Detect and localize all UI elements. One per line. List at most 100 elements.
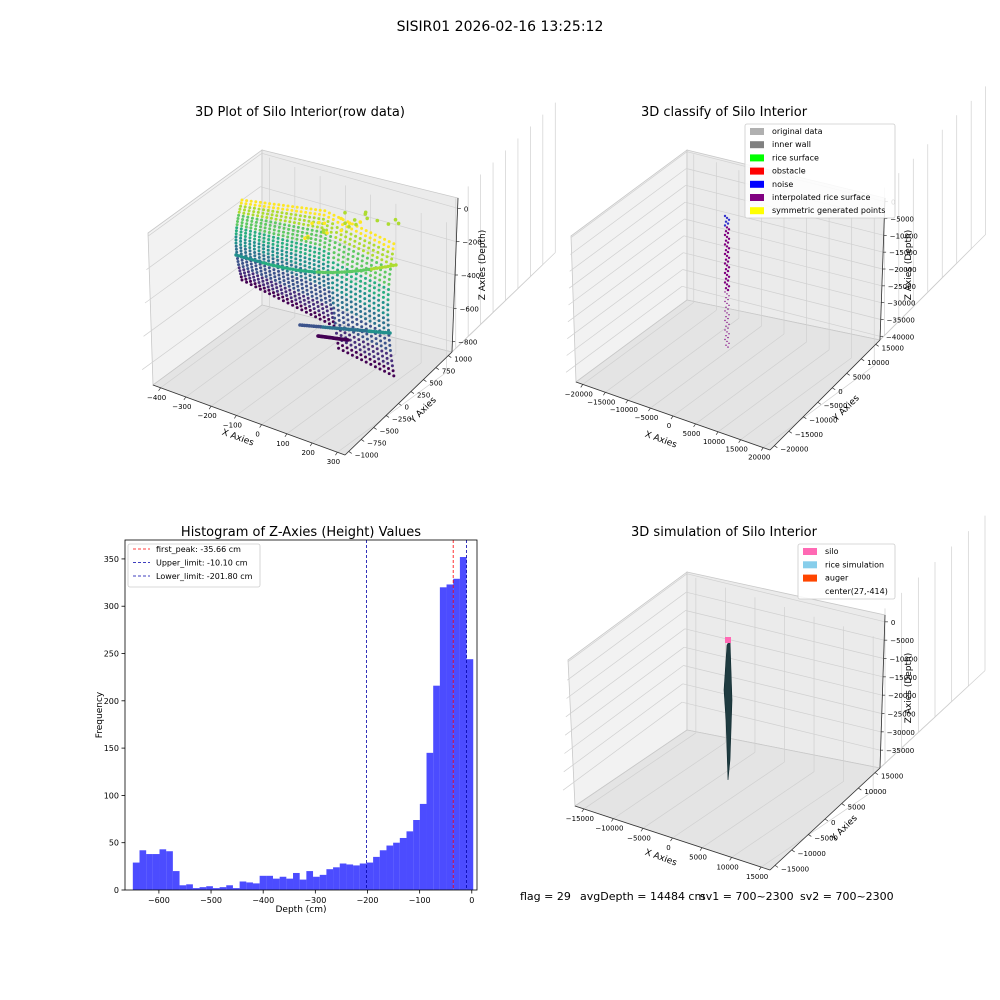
raw3d-point (372, 286, 376, 290)
hist-bar (132, 862, 140, 890)
raw3d-point (320, 302, 324, 306)
classify3d-point (726, 302, 728, 305)
hist-bar (166, 851, 173, 890)
raw3d-point (236, 260, 240, 263)
raw3d-point (244, 231, 248, 235)
raw3d-point (243, 241, 247, 245)
raw3d-point (234, 229, 238, 233)
raw3d-point (313, 311, 317, 315)
raw3d-point (298, 300, 302, 304)
raw3d-point (364, 360, 368, 364)
sim3d-ytick (874, 772, 879, 775)
hist-bar (199, 887, 207, 890)
raw3d-point (243, 238, 247, 242)
raw3d-point (322, 221, 327, 226)
raw3d-point (352, 244, 356, 248)
raw3d-point (315, 270, 320, 274)
raw3d-point (367, 246, 371, 250)
raw3d-point (358, 294, 362, 298)
raw3d-point (386, 361, 390, 365)
raw3d-point (240, 221, 244, 225)
raw3d-point (335, 278, 339, 282)
classify3d-xtick-label: −15000 (587, 398, 615, 406)
raw3d-point (280, 249, 284, 253)
raw3d-point (277, 277, 281, 281)
hist-axes-frame (124, 539, 478, 891)
raw3d-point (267, 238, 271, 241)
raw3d-point (331, 261, 335, 265)
sim3d-zgrid-left (562, 701, 683, 791)
raw3d-point (350, 227, 354, 231)
sim3d-zgrid-left (564, 665, 684, 754)
raw3d-point (317, 220, 321, 225)
hist-bar (426, 752, 434, 890)
raw3d-point (386, 264, 390, 269)
sim3d-ytick-label: 5000 (848, 804, 866, 812)
raw3d-point (333, 316, 337, 320)
classify3d-point (724, 277, 728, 280)
sim3d-xtick-label: −5000 (627, 834, 651, 842)
classify3d-ztick-label: −10000 (890, 232, 918, 240)
raw3d-point (237, 254, 241, 258)
raw3d-point (294, 257, 298, 261)
raw3d-point (354, 302, 358, 306)
raw3d-point (369, 274, 372, 277)
classify3d-ygrid (875, 234, 986, 345)
raw3d-point (359, 232, 363, 235)
raw3d-point (386, 293, 390, 297)
raw3d-xgrid (210, 325, 321, 407)
raw3d-point (312, 259, 316, 262)
raw3d-point (265, 278, 269, 282)
sim3d-zgrid-left (565, 628, 686, 718)
raw3d-point (317, 251, 321, 255)
raw3d-point (349, 290, 353, 294)
raw3d-point (360, 264, 364, 268)
hist-xtick-label: 0 (469, 896, 474, 905)
hist-title: Histogram of Z-Axies (Height) Values (181, 525, 421, 540)
sim3d-xtick (670, 837, 673, 842)
raw3d-point (249, 262, 253, 266)
classify3d-legend-swatch (750, 194, 764, 201)
classify3d-xtick (670, 415, 674, 420)
sim3d-legend-label: silo (825, 547, 839, 556)
classify3d-xgrid (763, 365, 875, 448)
raw3d-point (237, 210, 241, 214)
raw3d-point (286, 301, 290, 305)
raw3d-point (285, 258, 289, 262)
classify3d-xlabel: X Axies (643, 430, 678, 451)
raw3d-point (356, 269, 360, 273)
raw3d-point (383, 341, 387, 345)
raw3d-point (306, 223, 310, 227)
raw3d-point (256, 259, 260, 263)
raw3d-point (271, 250, 275, 254)
raw3d-point (378, 367, 382, 371)
raw3d-point (298, 218, 302, 222)
raw3d-point (257, 207, 261, 211)
raw3d-point (262, 243, 266, 247)
raw3d-point (362, 244, 366, 248)
raw3d-point (272, 271, 276, 275)
raw3d-xgrid (236, 335, 346, 416)
raw3d-point (368, 236, 372, 240)
figure-suptitle: SISIR01 2026-02-16 13:25:12 (397, 19, 604, 35)
raw3d-point (276, 244, 280, 248)
raw3d-point (275, 264, 279, 268)
raw3d-point (251, 272, 255, 276)
raw3d-x-axis-line (152, 384, 346, 456)
sim3d-ytick (858, 787, 862, 791)
raw3d-point (327, 211, 331, 215)
raw3d-point (267, 234, 271, 238)
raw3d-point (339, 334, 343, 337)
raw3d-point (359, 268, 363, 273)
sim3d-xgrid (583, 732, 697, 810)
raw3d-point (328, 243, 331, 247)
classify3d-point (724, 287, 728, 290)
classify3d-legend-swatch (750, 128, 764, 135)
raw3d-point (294, 213, 298, 217)
raw3d-point (389, 354, 393, 358)
raw3d-point (394, 263, 398, 267)
raw3d-point (276, 258, 280, 262)
raw3d-point (358, 242, 361, 246)
raw3d-point (262, 233, 266, 237)
raw3d-point (314, 288, 318, 292)
